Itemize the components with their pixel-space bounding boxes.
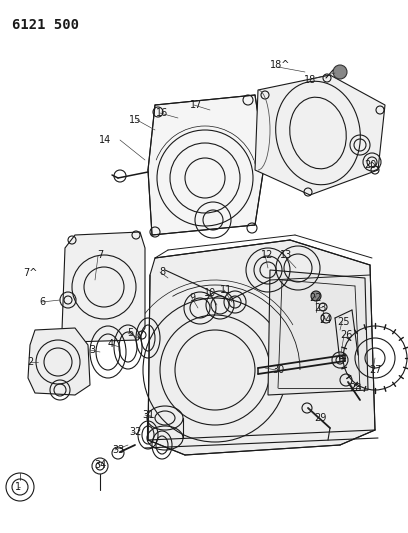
Text: 12: 12 [261, 250, 273, 260]
Text: 8: 8 [159, 267, 165, 277]
Polygon shape [148, 95, 265, 235]
Text: 29: 29 [314, 413, 326, 423]
Text: 14: 14 [99, 135, 111, 145]
Text: 10: 10 [204, 288, 216, 298]
Polygon shape [148, 240, 375, 455]
Text: 7: 7 [97, 250, 103, 260]
Text: 11: 11 [220, 285, 232, 295]
Text: 27: 27 [369, 365, 381, 375]
Text: 33: 33 [112, 445, 124, 455]
Text: 30: 30 [272, 365, 284, 375]
Text: 13: 13 [280, 250, 292, 260]
Text: 9: 9 [189, 293, 195, 303]
Text: 15: 15 [129, 115, 141, 125]
Text: 4: 4 [108, 339, 114, 349]
Text: 22: 22 [310, 293, 322, 303]
Text: 16: 16 [156, 108, 168, 118]
Text: 7^: 7^ [23, 268, 37, 278]
Text: 20: 20 [364, 160, 376, 170]
Text: 1: 1 [15, 482, 21, 492]
Text: 6: 6 [39, 297, 45, 307]
Text: 3: 3 [89, 345, 95, 355]
Text: 25: 25 [338, 317, 350, 327]
Text: 31: 31 [142, 410, 154, 420]
Text: 28: 28 [349, 383, 361, 393]
Circle shape [311, 291, 321, 301]
Text: 24: 24 [319, 315, 331, 325]
Text: 32: 32 [129, 427, 141, 437]
Polygon shape [255, 75, 385, 195]
Polygon shape [268, 270, 368, 395]
Text: 2: 2 [27, 357, 33, 367]
Text: 26: 26 [340, 330, 352, 340]
Text: 6121 500: 6121 500 [12, 18, 79, 32]
Text: 18^: 18^ [270, 60, 290, 70]
Polygon shape [62, 232, 145, 342]
Text: 5: 5 [127, 328, 133, 338]
Text: 18: 18 [304, 75, 316, 85]
Text: 17: 17 [190, 100, 202, 110]
Text: 23: 23 [314, 303, 326, 313]
Circle shape [333, 65, 347, 79]
Polygon shape [28, 328, 90, 395]
Text: 34: 34 [94, 460, 106, 470]
